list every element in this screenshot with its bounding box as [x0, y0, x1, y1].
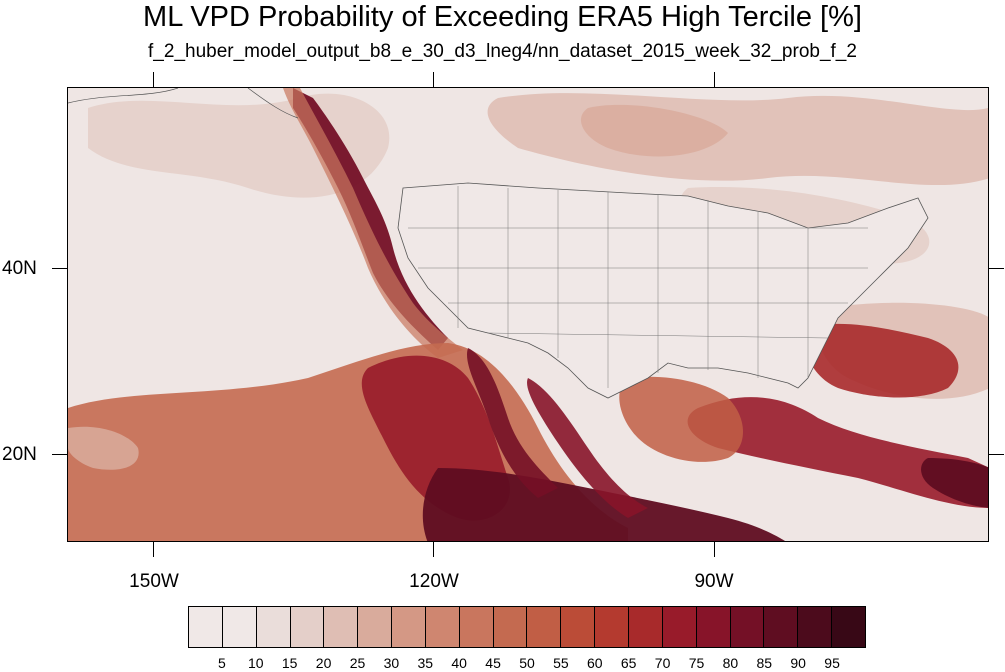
- tick-bottom-150w: [153, 542, 154, 557]
- colorbar-swatch: [696, 607, 731, 647]
- shading-patch-northeast: [580, 104, 728, 157]
- tick-right-40n: [989, 268, 1004, 269]
- colorbar-swatch: [595, 607, 629, 647]
- colorbar-swatch: [493, 607, 528, 647]
- tick-right-20n: [989, 454, 1004, 455]
- colorbar-level-label: 15: [281, 655, 298, 671]
- colorbar-level-label: 75: [688, 655, 705, 671]
- us-land-outline: [397, 182, 929, 399]
- tick-left-20n: [52, 454, 67, 455]
- canada-coastline: [68, 88, 299, 119]
- colorbar-swatch: [628, 607, 663, 647]
- colorbar-swatch: [256, 607, 291, 647]
- shading-east-caribbean: [921, 458, 988, 508]
- colorbar-level-label: 90: [790, 655, 806, 671]
- colorbar-level-label: 85: [756, 655, 773, 671]
- shading-florida-atlantic: [804, 323, 959, 398]
- colorbar-swatch: [425, 607, 460, 647]
- tick-bottom-90w: [714, 542, 715, 557]
- colorbar-swatch: [290, 607, 325, 647]
- shading-caribbean: [687, 397, 988, 508]
- colorbar-level-label: 25: [349, 655, 366, 671]
- tick-bottom-120w: [433, 542, 434, 557]
- lon-label-150w: 150W: [129, 571, 179, 592]
- colorbar-swatch: [459, 607, 494, 647]
- shading-hawaii: [68, 426, 139, 470]
- shading-pacific-coast-halo: [283, 88, 463, 358]
- lat-label-40n: 40N: [2, 258, 37, 279]
- colorbar-level-label: 20: [315, 655, 332, 671]
- map-subtitle: f_2_huber_model_output_b8_e_30_d3_lneg4/…: [148, 41, 857, 62]
- colorbar-level-label: 40: [451, 655, 467, 671]
- colorbar-swatch: [527, 607, 562, 647]
- colorbar-level-label: 35: [417, 655, 434, 671]
- map-plot-area: [67, 87, 989, 542]
- colorbar-swatch: [392, 607, 426, 647]
- colorbar-swatch: [324, 607, 359, 647]
- tick-left-40n: [52, 268, 67, 269]
- colorbar-level-label: 30: [383, 655, 400, 671]
- shading-gulf-mexico: [619, 376, 743, 462]
- colorbar-swatch: [764, 607, 799, 647]
- state-borders: [408, 186, 868, 388]
- shading-gulf-california: [527, 378, 648, 518]
- shading-mexico-pacific: [422, 468, 786, 541]
- lon-label-90w: 90W: [694, 571, 734, 592]
- colorbar-level-label: 65: [620, 655, 637, 671]
- map-title: ML VPD Probability of Exceeding ERA5 Hig…: [143, 1, 862, 33]
- colorbar-level-label: 5: [217, 655, 226, 671]
- colorbar-swatch: [832, 607, 865, 647]
- colorbar-swatch: [798, 607, 833, 647]
- colorbar-swatch: [561, 607, 596, 647]
- colorbar-level-label: 45: [485, 655, 501, 671]
- tick-top-90w: [714, 72, 715, 87]
- colorbar-level-label: 10: [248, 655, 264, 671]
- colorbar: [188, 606, 866, 648]
- colorbar-level-label: 70: [654, 655, 671, 671]
- lat-label-20n: 20N: [2, 444, 37, 465]
- lon-label-120w: 120W: [409, 571, 459, 592]
- colorbar-level-label: 80: [722, 655, 739, 671]
- tick-top-150w: [153, 72, 154, 87]
- tick-top-120w: [433, 72, 434, 87]
- colorbar-level-label: 50: [519, 655, 535, 671]
- colorbar-swatch: [222, 607, 257, 647]
- colorbar-level-label: 60: [587, 655, 603, 671]
- shading-baja: [467, 348, 558, 498]
- colorbar-swatch: [358, 607, 393, 647]
- colorbar-swatch: [662, 607, 697, 647]
- colorbar-level-label: 95: [824, 655, 840, 671]
- probability-map: [68, 88, 988, 541]
- colorbar-level-label: 55: [553, 655, 569, 671]
- colorbar-swatch: [730, 607, 765, 647]
- colorbar-swatch: [189, 607, 223, 647]
